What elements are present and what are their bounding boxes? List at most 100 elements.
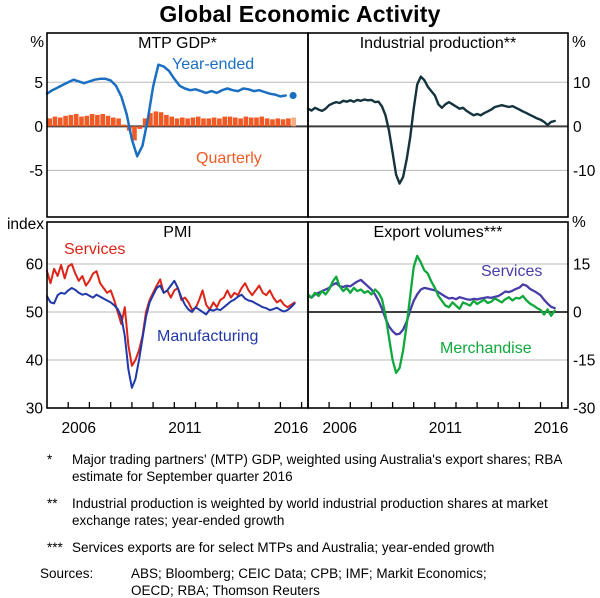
footnote-1: * Major trading partners' (MTP) GDP, wei… (40, 451, 592, 486)
bar (132, 126, 137, 141)
chart-title: Global Economic Activity (159, 1, 441, 27)
footnote-1-text: Major trading partners' (MTP) GDP, weigh… (72, 452, 562, 485)
bar (111, 117, 116, 127)
bar (270, 119, 275, 127)
axis-unit-top-right: % (572, 34, 586, 51)
axis-unit-top-left: % (30, 34, 44, 51)
series-label-pmi-manufacturing: Manufacturing (157, 328, 259, 345)
footnote-3-text: Services exports are for select MTPs and… (72, 539, 495, 555)
bar (153, 111, 159, 127)
series-line-services (306, 278, 556, 336)
bar (291, 117, 296, 127)
bar (217, 118, 222, 127)
bar (254, 117, 259, 127)
series-label-pmi-services: Services (64, 241, 126, 258)
year-label: 2011 (429, 420, 462, 437)
year-label: 2006 (62, 420, 96, 437)
sources-line: Sources: ABS; Bloomberg; CEIC Data; CPB;… (40, 565, 592, 598)
bar (63, 115, 68, 127)
bar (79, 116, 84, 127)
bar (84, 115, 90, 127)
bar (73, 114, 79, 127)
bar (233, 117, 238, 127)
bar (222, 116, 227, 127)
sources-text: ABS; Bloomberg; CEIC Data; CPB; IMF; Mar… (131, 566, 487, 598)
series-line-merchandise (306, 254, 556, 374)
bar (195, 116, 201, 127)
footnote-3: *** Services exports are for select MTPs… (40, 539, 592, 556)
bar (275, 118, 281, 127)
axis-unit-bottom-left: index (6, 216, 44, 233)
axis-tick-label: -5 (29, 163, 43, 180)
panel-title-mtp-gdp: MTP GDP* (138, 35, 217, 52)
bar (211, 117, 217, 127)
bar (95, 114, 100, 127)
year-label: 2016 (274, 420, 308, 437)
bar (142, 118, 148, 127)
bar (280, 119, 286, 127)
bar (259, 116, 265, 127)
axis-tick-label: -30 (573, 401, 596, 418)
bar (243, 116, 249, 127)
bar (148, 113, 153, 127)
bar (52, 116, 58, 127)
bar (105, 115, 111, 127)
year-label: 2016 (534, 420, 568, 437)
bar (174, 118, 180, 127)
axis-tick-label: -10 (573, 163, 596, 180)
series-line-year-ended (45, 63, 287, 158)
series-line-services (46, 263, 296, 367)
bar (164, 114, 169, 127)
footnote-2: ** Industrial production is weighted by … (40, 495, 592, 530)
bar (180, 117, 185, 127)
bar (169, 116, 174, 127)
panel-border (307, 32, 569, 218)
year-label: 2006 (322, 420, 356, 437)
bar (264, 118, 270, 127)
panel-title-industrial-production: Industrial production** (359, 35, 517, 52)
footnote-1-marker: * (47, 452, 53, 467)
axis-tick-label: 60 (26, 257, 44, 274)
axis-tick-label: 30 (26, 401, 44, 418)
series-label-export-merchandise: Merchandise (440, 340, 532, 357)
bar (206, 118, 212, 127)
bar (158, 112, 164, 127)
axis-tick-label: 0 (34, 119, 43, 136)
axis-tick-label: 15 (573, 256, 590, 273)
axis-unit-bottom-right: % (572, 214, 586, 231)
bar (248, 117, 254, 127)
series-line-industrial-production (306, 75, 556, 185)
bar (121, 124, 127, 127)
bar (137, 126, 143, 129)
footnotes: * Major trading partners' (MTP) GDP, wei… (40, 451, 592, 598)
axis-tick-label: 50 (26, 305, 44, 322)
footnote-3-marker: *** (47, 539, 63, 555)
bar (185, 118, 190, 127)
panel-border (307, 221, 569, 409)
series-label-quarterly: Quarterly (196, 150, 262, 167)
bar (201, 118, 206, 127)
sources-label: Sources: (40, 566, 94, 582)
axis-tick-label: 40 (26, 353, 44, 370)
axis-tick-label: 5 (34, 75, 43, 92)
estimate-dot (289, 91, 297, 100)
bar (286, 118, 291, 127)
panel-title-pmi: PMI (163, 224, 192, 241)
series-label-export-services: Services (481, 263, 543, 280)
panel-title-export-volumes: Export volumes*** (373, 224, 503, 241)
bar (68, 114, 74, 127)
series-label-year-ended: Year-ended (172, 56, 255, 73)
bar (100, 114, 105, 127)
bar (238, 118, 243, 127)
chart-area: 5 0 -5 10 0 -10 2006 2011 2016 60 50 40 30 2006 2011 20… (6, 32, 596, 437)
axis-tick-label: 0 (573, 305, 582, 322)
series-line-manufacturing (46, 279, 296, 389)
bar (227, 116, 233, 127)
axis-tick-label: 10 (573, 75, 591, 92)
bar (89, 114, 95, 127)
bar (190, 117, 196, 127)
axis-tick-label: -15 (573, 353, 595, 370)
bar (58, 117, 63, 127)
